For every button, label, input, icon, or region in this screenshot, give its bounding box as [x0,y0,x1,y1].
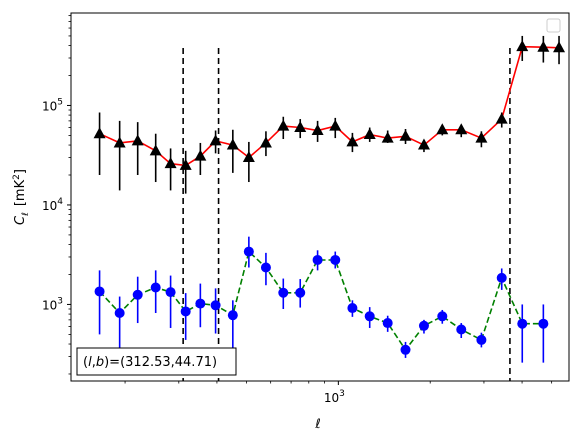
series-1-point-20 [437,311,448,322]
series-0-point-4 [164,157,177,169]
series-0-point-18 [399,129,412,141]
series-0-point-13 [311,124,324,136]
series-0-point-21 [455,123,468,135]
series-0-point-0 [93,127,106,139]
series-0-point-11 [277,119,290,131]
series-1-point-11 [278,287,289,298]
tick-marks: 103 103 104 105 [42,15,553,405]
svg-text:Cℓ[mK2]: Cℓ [mK2] [12,169,31,225]
series-0-point-22 [475,131,488,143]
y-tick-label-2: 105 [42,97,63,113]
y-label-subscript: ℓ [21,212,31,217]
series-0-point-25 [537,40,550,52]
series-1-point-2 [132,289,143,300]
series-0-point-3 [149,144,162,156]
series-1-point-5 [180,306,191,317]
series-0-point-2 [131,134,144,146]
x-tick-label-0: 103 [324,389,345,405]
series-0-point-14 [329,119,342,131]
series-1-point-13 [312,254,323,265]
y-tick-label-1: 104 [42,197,63,213]
series-1-point-6 [195,298,206,309]
series-0-point-16 [363,128,376,140]
series-1-point-10 [260,262,271,273]
series-0-point-24 [516,40,529,52]
annotation-value: )=(312.53,44.71) [104,355,217,370]
series-0-point-17 [381,131,394,143]
vertical-lines [182,48,511,381]
series-1-point-1 [114,308,125,319]
series-1-point-18 [400,344,411,355]
legend-box [546,18,561,33]
series-0-line [99,45,560,167]
series-1-point-25 [538,318,549,329]
series-1-point-22 [476,334,487,345]
series-1-point-15 [347,303,358,314]
series-1-point-3 [150,282,161,293]
series-1-point-4 [165,287,176,298]
series-0-point-9 [242,150,255,162]
series-0-point-23 [495,112,508,124]
series-1-point-23 [496,272,507,283]
annotation-open: ( [83,355,88,370]
series-0-point-12 [294,121,307,133]
series-1-point-17 [382,318,393,329]
series-1 [94,236,549,363]
series-1-point-16 [364,311,375,322]
axes [70,12,570,382]
series-1-point-9 [243,246,254,257]
series-0-point-8 [226,138,239,150]
series-0-point-19 [417,138,430,150]
y-axis-label: Cℓ [mK2] [12,169,31,225]
annotation-comma: , [92,355,96,370]
plot-frame [70,12,570,382]
series-1-point-7 [210,300,221,311]
series-0-point-10 [259,136,272,148]
series-0-point-26 [553,41,566,53]
series-layer [93,35,566,363]
series-1-point-8 [227,310,238,321]
y-label-unit-exp: 2 [12,174,22,180]
x-axis-label: ℓ [314,417,320,432]
annotation-box [76,347,237,376]
svg-text:(l,b)=(312.53,44.71): (l,b)=(312.53,44.71) [83,355,217,370]
annotation-b: b [96,355,104,370]
series-0 [93,35,566,194]
y-label-symbol: C [13,215,28,225]
series-0-point-20 [436,123,449,135]
series-1-point-14 [330,254,341,265]
series-0-point-1 [113,136,126,148]
series-1-point-12 [295,287,306,298]
y-tick-label-0: 103 [42,296,63,312]
annotation-l: l [88,355,92,370]
y-label-unit-close: ] [13,169,28,174]
series-1-point-24 [517,318,528,329]
series-1-point-19 [418,320,429,331]
series-0-point-7 [209,134,222,146]
series-0-point-15 [346,135,359,147]
series-0-point-6 [194,149,207,161]
series-1-line [99,250,544,352]
y-label-unit-open: [mK [13,179,28,206]
coordinates-annotation: (l,b)=(312.53,44.71) [76,347,237,376]
series-1-point-21 [456,324,467,335]
series-1-point-0 [94,286,105,297]
series-0-point-5 [179,158,192,170]
